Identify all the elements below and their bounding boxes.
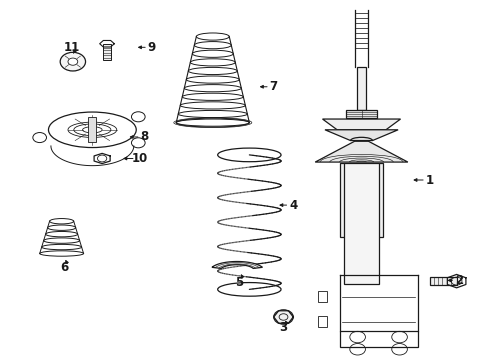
Bar bbox=[343, 163, 378, 284]
Text: 8: 8 bbox=[140, 130, 148, 144]
Text: 4: 4 bbox=[288, 199, 297, 212]
Polygon shape bbox=[315, 141, 407, 162]
Text: 3: 3 bbox=[279, 320, 287, 333]
Text: 7: 7 bbox=[269, 80, 277, 93]
Text: 6: 6 bbox=[60, 261, 68, 274]
Bar bbox=[317, 291, 327, 302]
Polygon shape bbox=[212, 261, 262, 269]
Polygon shape bbox=[325, 130, 397, 140]
Circle shape bbox=[273, 310, 293, 324]
Bar bbox=[345, 111, 376, 118]
Text: 10: 10 bbox=[131, 152, 147, 165]
Text: 2: 2 bbox=[454, 274, 462, 287]
Bar bbox=[356, 67, 366, 110]
Bar bbox=[429, 277, 456, 285]
Text: 9: 9 bbox=[147, 41, 156, 54]
Bar bbox=[317, 316, 327, 327]
Circle shape bbox=[68, 58, 78, 65]
Bar bbox=[88, 117, 96, 142]
Text: 5: 5 bbox=[235, 276, 243, 289]
Text: 11: 11 bbox=[63, 41, 80, 54]
Polygon shape bbox=[322, 119, 400, 130]
Bar bbox=[102, 44, 111, 59]
Circle shape bbox=[60, 52, 85, 71]
Bar bbox=[339, 163, 383, 237]
Text: 1: 1 bbox=[425, 174, 433, 186]
